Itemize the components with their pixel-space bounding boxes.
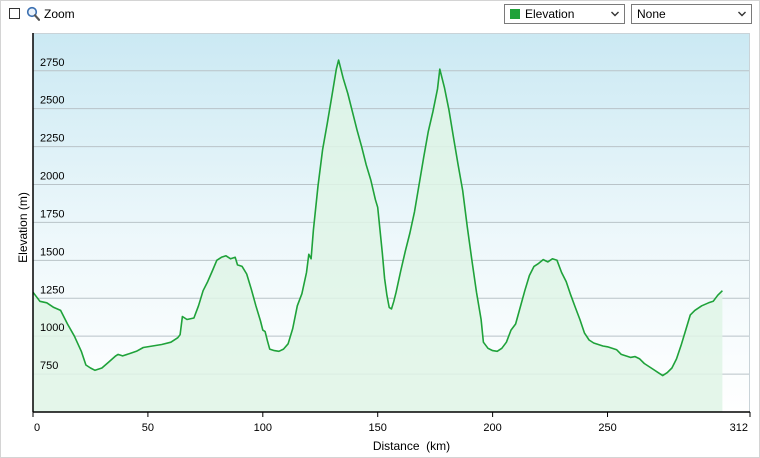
magnifier-icon (26, 6, 40, 21)
zoom-label: Zoom (44, 7, 75, 21)
x-tick-label-250: 250 (598, 422, 616, 434)
y-tick-label-2000: 2000 (40, 171, 64, 183)
y-tick-label-2750: 2750 (40, 57, 64, 69)
series-select[interactable]: Elevation (504, 4, 625, 24)
x-tick-label-50: 50 (142, 422, 154, 434)
x-tick-label-0: 0 (34, 422, 40, 434)
overlay-select[interactable]: None (631, 4, 752, 24)
y-tick-label-2500: 2500 (40, 95, 64, 107)
y-tick-label-2250: 2250 (40, 133, 64, 145)
chevron-down-icon (738, 11, 746, 17)
x-axis-title: Distance (km) (373, 439, 450, 453)
axes (32, 33, 750, 413)
x-tick-label-312: 312 (730, 422, 748, 434)
series-select-value: Elevation (525, 7, 575, 21)
zoom-checkbox[interactable] (9, 8, 20, 19)
elevation-line (32, 59, 723, 377)
y-tick-label-1250: 1250 (40, 284, 64, 296)
series-color-swatch (510, 9, 520, 19)
y-tick-label-1750: 1750 (40, 208, 64, 220)
y-tick-label-1000: 1000 (40, 322, 64, 334)
overlay-select-value: None (637, 7, 666, 21)
y-axis-ticks: 750 1000 1250 1500 1750 2000 2250 2500 2750 (40, 57, 64, 372)
y-tick-label-750: 750 (40, 360, 58, 372)
x-tick-label-150: 150 (369, 422, 387, 434)
x-tick-label-100: 100 (254, 422, 272, 434)
x-axis-ticks: 0 50 100 150 200 250 312 (32, 412, 751, 434)
chevron-down-icon (611, 11, 619, 17)
y-axis-title: Elevation (m) (16, 192, 30, 263)
elevation-area-fill (33, 60, 723, 412)
y-tick-label-1500: 1500 (40, 246, 64, 258)
x-tick-label-200: 200 (483, 422, 501, 434)
